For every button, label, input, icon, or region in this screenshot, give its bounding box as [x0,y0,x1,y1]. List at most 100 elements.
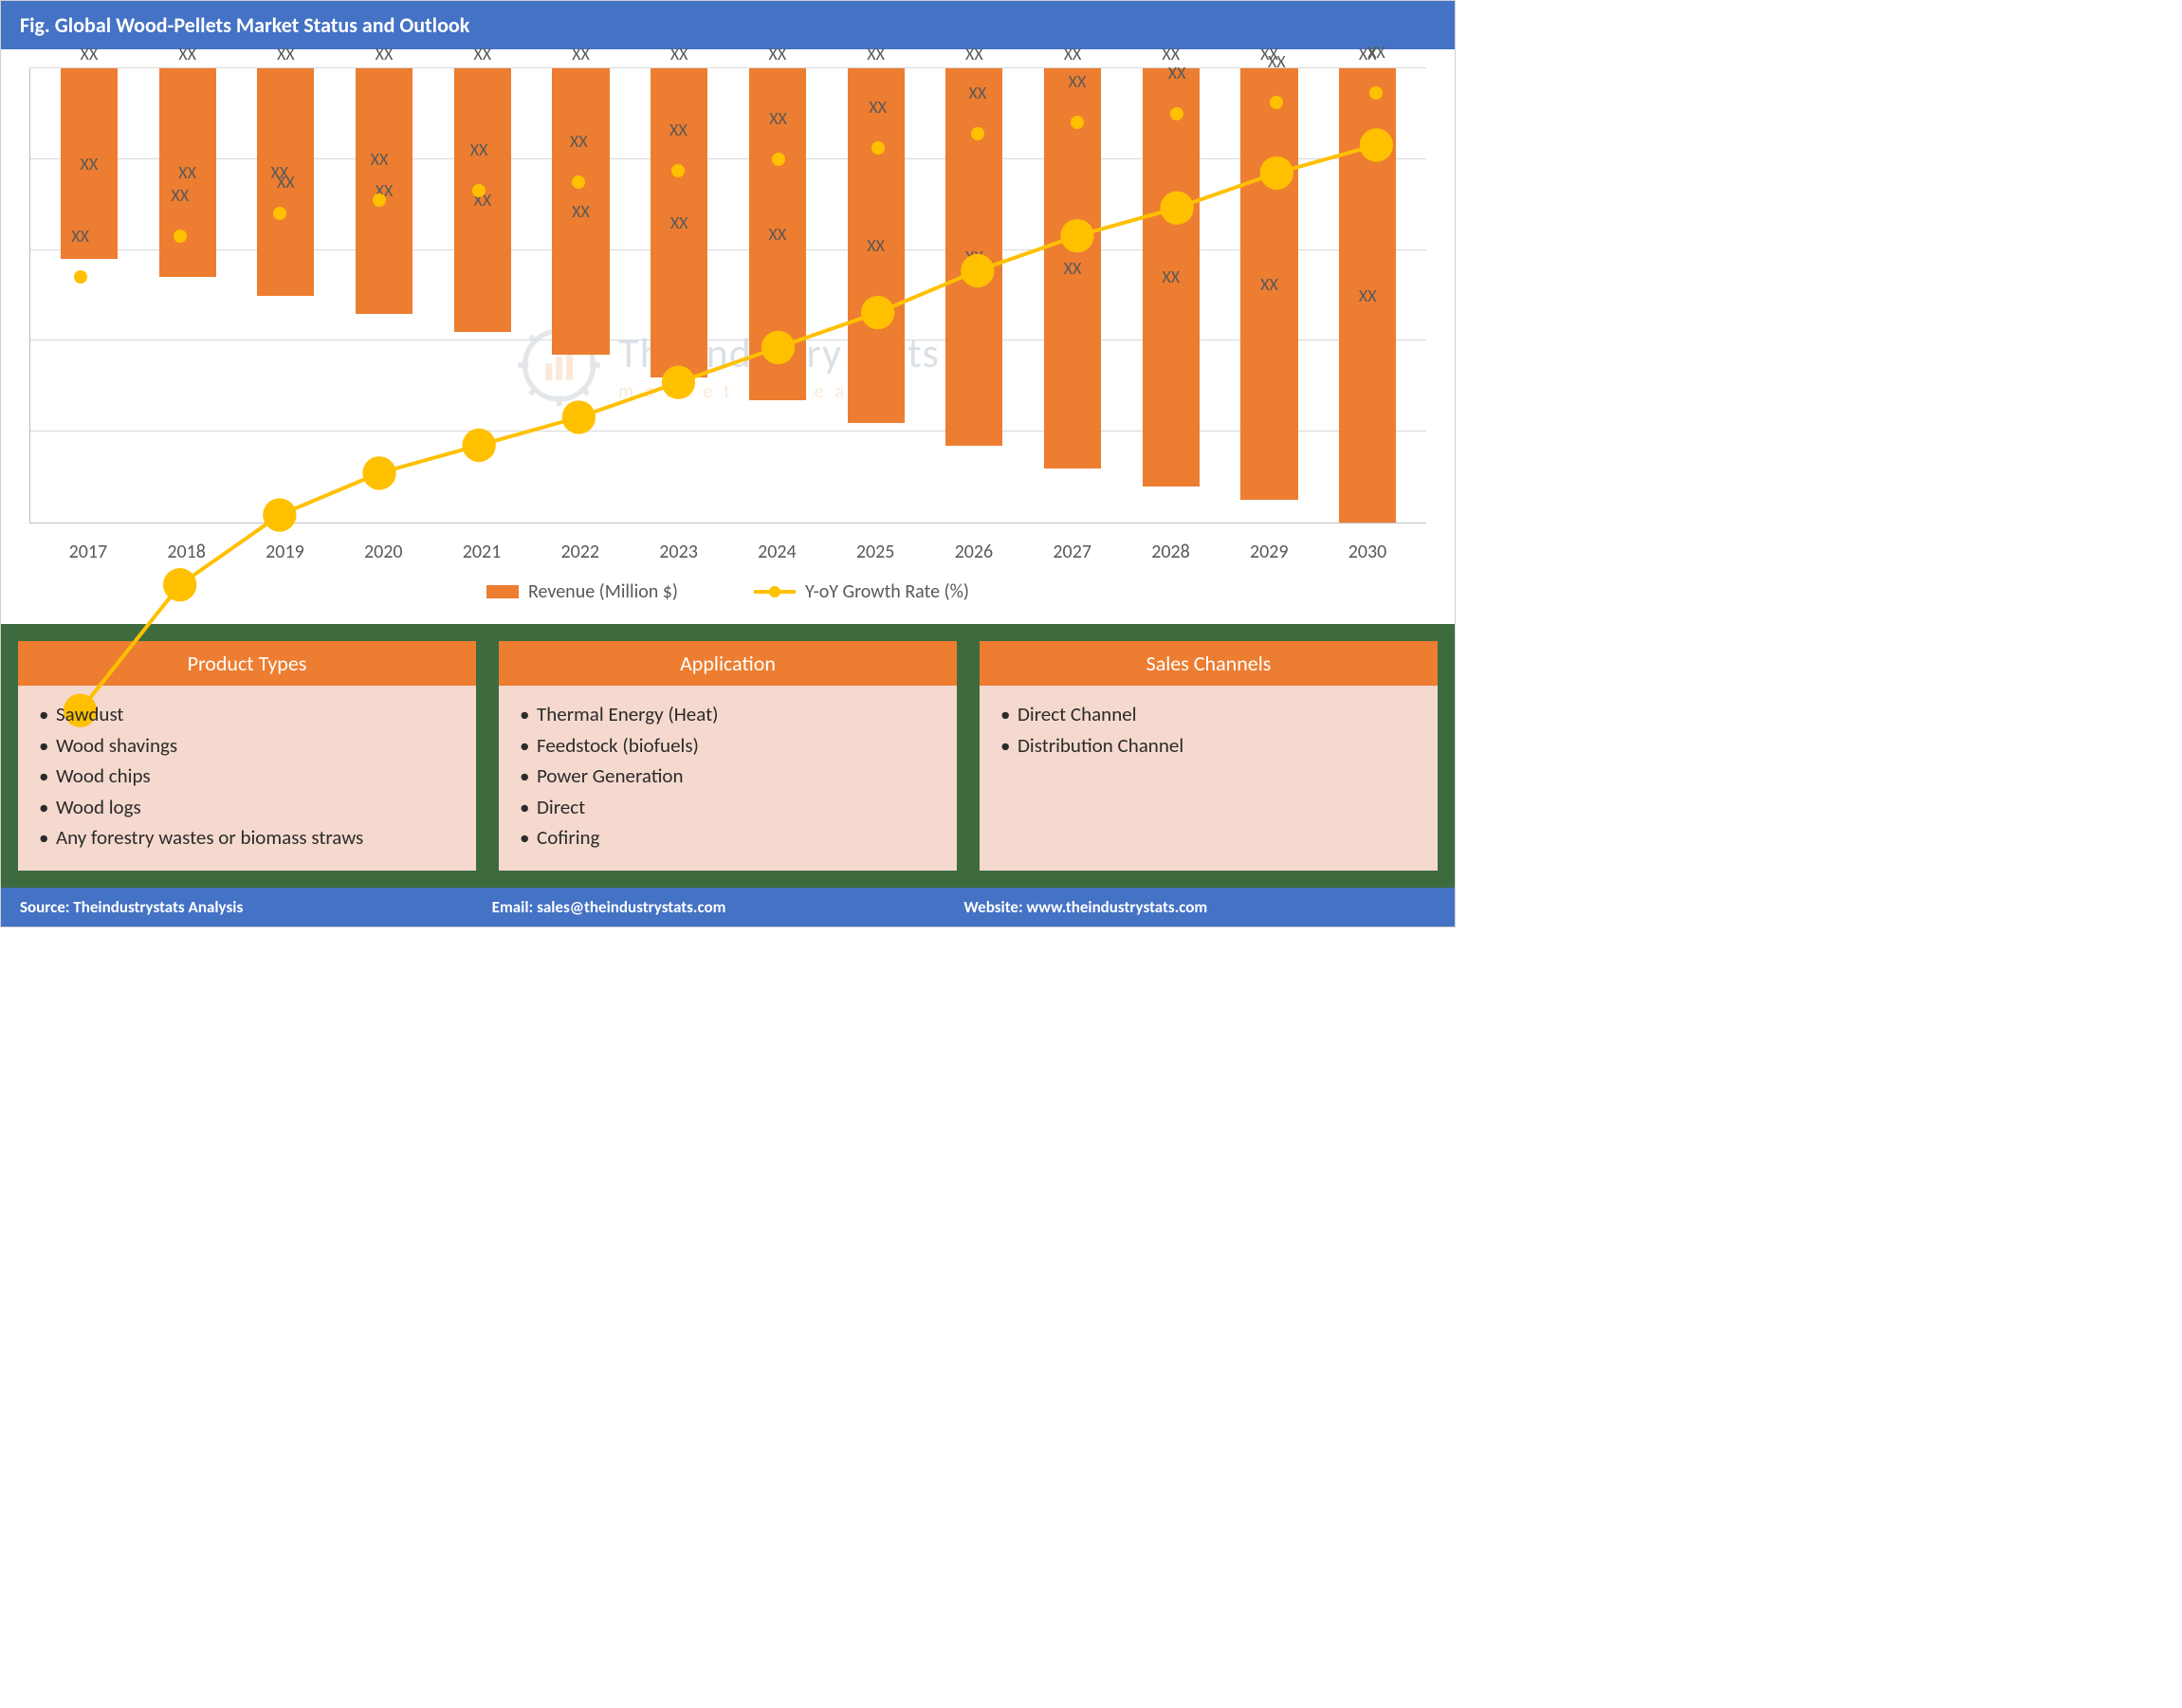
legend-item-revenue: Revenue (Million $) [486,580,678,603]
line-point-label: XX [1069,71,1087,92]
panel-list-item: Sawdust [39,699,455,730]
line-point-label: XX [470,139,488,160]
line-marker [373,193,386,207]
bar-inner-label: XX [1162,266,1180,287]
revenue-bar: XXXX [454,68,511,332]
revenue-bar: XXXX [552,68,609,355]
bar-top-label: XX [277,44,295,64]
bar-slot: XXXX [1122,68,1220,523]
figure-title: Fig. Global Wood-Pellets Market Status a… [1,1,1455,49]
panel-list: Direct ChannelDistribution Channel [1000,699,1417,761]
legend-line-swatch [754,585,796,598]
x-tick: 2021 [432,541,531,563]
revenue-bar: XXXX [651,68,707,377]
footer-email: Email: sales@theindustrystats.com [492,897,964,917]
line-point-label: XX [271,162,289,183]
bar-inner-label: XX [867,235,885,256]
chart-region: The Industry Stats market research XXXXX… [1,49,1455,624]
line-marker [174,230,187,243]
line-point-label: XX [1268,51,1286,72]
bar-top-label: XX [867,44,885,64]
panel-header: Application [499,641,957,686]
x-axis: 2017201820192020202120222023202420252026… [29,533,1426,563]
x-tick: 2023 [630,541,728,563]
line-point-label: XX [71,226,89,247]
line-marker [772,153,785,166]
info-panel: Sales Channels Direct ChannelDistribution… [980,641,1438,871]
bar-slot: XXXX [236,68,335,523]
bar-slot: XX XX [40,68,138,523]
revenue-bar: XX XX [945,68,1002,446]
panel-header: Product Types [18,641,476,686]
panel-body: Thermal Energy (Heat)Feedstock (biofuels… [499,686,957,871]
bar-slot: XXXX [433,68,532,523]
bar-slot: XXXX [335,68,433,523]
panel-list-item: Distribution Channel [1000,730,1417,762]
figure-container: Fig. Global Wood-Pellets Market Status a… [0,0,1456,927]
x-tick: 2024 [727,541,826,563]
bar-slot: XXXX [138,68,237,523]
bar-top-label: XX [178,44,196,64]
bar-top-label: XX [965,44,983,64]
bar-inner-label: XX [769,224,787,245]
line-point-label: XX [1367,42,1385,63]
line-point-label: XX [869,97,887,118]
panel-list-item: Direct [520,792,936,823]
panel-list-item: Wood shavings [39,730,455,762]
chart-legend: Revenue (Million $) Y-oY Growth Rate (%) [29,563,1426,615]
bar-top-label: XX [670,44,688,64]
line-marker [1170,107,1183,120]
panel-body: Direct ChannelDistribution Channel [980,686,1438,778]
bar-slot: XX XX [827,68,926,523]
x-tick: 2025 [826,541,925,563]
line-point-label: XX [171,185,189,206]
x-tick: 2018 [138,541,236,563]
info-panel: Product Types SawdustWood shavingsWood ch… [18,641,476,871]
revenue-bar: XXXX [356,68,413,314]
x-tick: 2026 [925,541,1023,563]
bar-inner-label: XX [81,154,99,174]
bar-slot: XXXX [1318,68,1417,523]
bars-row: XXXXXXXXXXXXXXXXXXXXXXXXXXXXXXXXXXXXXXXX… [30,68,1426,523]
bar-top-label: XX [473,44,491,64]
x-tick: 2029 [1219,541,1318,563]
bar-inner-label: XX [178,162,196,183]
bar-top-label: XX [81,44,99,64]
line-point-label: XX [969,83,987,103]
revenue-bar: XXXX [159,68,216,277]
panel-list-item: Wood chips [39,761,455,792]
line-point-label: XX [371,149,389,170]
x-tick: 2027 [1023,541,1122,563]
panel-list: SawdustWood shavingsWood chipsWood logsA… [39,699,455,854]
bar-slot: XX XX [1023,68,1122,523]
bar-inner-label: XX [1359,285,1377,306]
legend-line-label: Y-oY Growth Rate (%) [805,580,969,603]
panel-list: Thermal Energy (Heat)Feedstock (biofuels… [520,699,936,854]
panel-list-item: Feedstock (biofuels) [520,730,936,762]
bar-slot: XXXX [1220,68,1319,523]
line-point-label: XX [1168,63,1186,83]
footer-website: Website: www.theindustrystats.com [963,897,1436,917]
x-tick: 2028 [1122,541,1220,563]
x-tick: 2017 [39,541,138,563]
panel-header: Sales Channels [980,641,1438,686]
x-tick: 2030 [1318,541,1417,563]
line-marker [74,270,87,284]
panel-body: SawdustWood shavingsWood chipsWood logsA… [18,686,476,871]
legend-item-growth: Y-oY Growth Rate (%) [754,580,969,603]
revenue-bar: XXXX [1339,68,1396,523]
revenue-bar: XXXX [1240,68,1297,500]
bar-top-label: XX [376,44,394,64]
revenue-bar: XX XX [1044,68,1101,468]
legend-bar-label: Revenue (Million $) [528,580,678,603]
bar-top-label: XX [1162,44,1180,64]
x-tick: 2019 [236,541,335,563]
panel-list-item: Thermal Energy (Heat) [520,699,936,730]
x-tick: 2022 [531,541,630,563]
bar-inner-label: XX [1064,258,1082,279]
revenue-bar: XXXX [1143,68,1200,487]
line-point-label: XX [769,108,787,129]
chart-plot-area: XXXXXXXXXXXXXXXXXXXXXXXXXXXXXXXXXXXXXXXX… [29,68,1426,523]
bar-inner-label: XX [1260,274,1278,295]
bar-inner-label: XX [965,247,983,267]
